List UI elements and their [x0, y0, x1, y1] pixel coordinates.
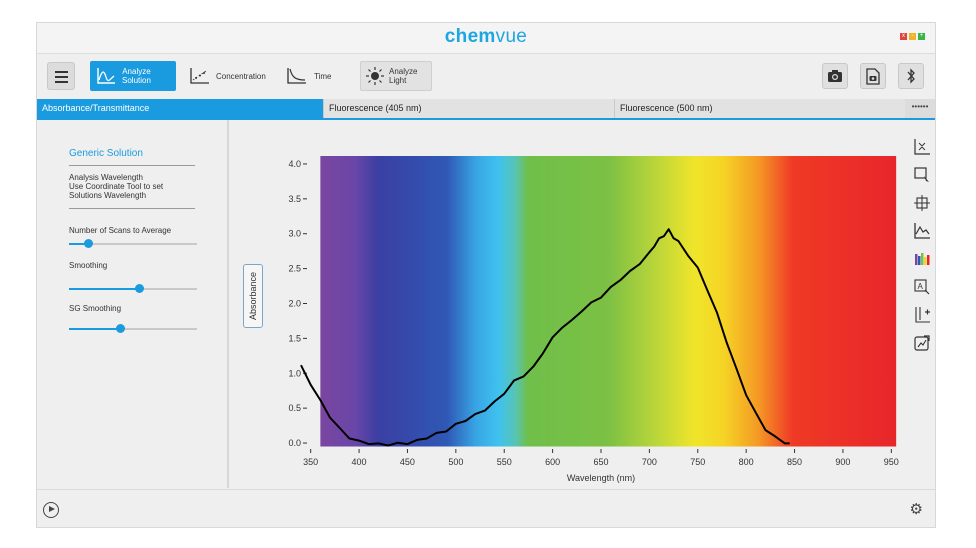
analyze-solution-mode-button[interactable]: Analyze Solution: [90, 61, 176, 91]
analyze-solution-label: Analyze Solution: [122, 67, 151, 85]
y-tick-label: 0.5: [288, 403, 301, 413]
slider-knob[interactable]: [116, 324, 126, 333]
y-tick-label: 4.0: [288, 159, 301, 169]
app-logo: chemvue: [444, 26, 528, 47]
coordinate-tool-icon[interactable]: [913, 194, 931, 212]
tab-fluorescence-500[interactable]: Fluorescence (500 nm): [620, 103, 713, 113]
tab-fluorescence-405[interactable]: Fluorescence (405 nm): [329, 103, 422, 113]
more-tabs-button[interactable]: ••••••: [905, 99, 935, 118]
spectrum-bar-icon[interactable]: [913, 250, 931, 268]
annotation-icon[interactable]: A: [913, 278, 931, 296]
svg-text:A: A: [918, 282, 924, 291]
lightbulb-icon: [366, 67, 384, 85]
smoothing-slider[interactable]: [69, 284, 197, 293]
solution-title[interactable]: Generic Solution: [69, 148, 143, 159]
smoothing-label: Smoothing: [69, 261, 108, 270]
x-tick-label: 450: [400, 457, 415, 467]
autoscale-icon[interactable]: [913, 138, 931, 156]
y-tick-label: 3.0: [288, 229, 301, 239]
y-tick-label: 1.0: [288, 368, 301, 378]
spectrum-background: [320, 156, 897, 447]
x-tick-label: 800: [739, 457, 754, 467]
title-bar: chemvue x - +: [37, 23, 935, 54]
y-axis-label-button[interactable]: Absorbance: [243, 264, 263, 328]
x-tick-label: 750: [690, 457, 705, 467]
tab-bar: Absorbance/Transmittance Fluorescence (4…: [37, 99, 935, 120]
x-tick-label: 700: [642, 457, 657, 467]
y-tick-label: 2.5: [288, 264, 301, 274]
y-tick-label: 0.0: [288, 438, 301, 448]
y-tick-label: 3.5: [288, 194, 301, 204]
document-camera-icon: [866, 67, 880, 85]
maximize-window-button[interactable]: +: [918, 33, 925, 40]
scans-label: Number of Scans to Average: [69, 226, 172, 235]
plot-area[interactable]: Absorbance: [229, 120, 905, 488]
x-tick-label: 650: [593, 457, 608, 467]
absorbance-graph-icon: [97, 68, 115, 84]
x-tick-label: 550: [497, 457, 512, 467]
x-tick-label: 900: [835, 457, 850, 467]
camera-button[interactable]: [822, 63, 848, 89]
x-tick-label: 500: [448, 457, 463, 467]
bottom-bar: ⚙: [37, 489, 935, 527]
bluetooth-icon: [907, 68, 915, 84]
x-axis-label: Wavelength (nm): [567, 473, 635, 483]
snapshot-document-button[interactable]: [860, 63, 886, 89]
y-tick-label: 2.0: [288, 298, 301, 308]
time-label: Time: [314, 71, 332, 81]
hamburger-menu-button[interactable]: [47, 62, 75, 90]
tab-absorbance-transmittance[interactable]: Absorbance/Transmittance: [37, 99, 323, 118]
hamburger-icon: [55, 71, 68, 73]
time-mode-button[interactable]: Time: [286, 61, 331, 91]
camera-icon: [828, 70, 842, 82]
scans-slider[interactable]: [69, 239, 197, 248]
close-window-button[interactable]: x: [900, 33, 907, 40]
time-graph-icon: [287, 68, 306, 84]
analysis-wavelength-text: Analysis Wavelength Use Coordinate Tool …: [69, 173, 164, 200]
concentration-label: Concentration: [216, 71, 266, 81]
x-tick-label: 600: [545, 457, 560, 467]
x-tick-label: 950: [884, 457, 899, 467]
sg-smoothing-slider[interactable]: [69, 324, 197, 333]
sg-smoothing-label: SG Smoothing: [69, 304, 122, 313]
concentration-mode-button[interactable]: Concentration: [189, 61, 266, 91]
minimize-window-button[interactable]: -: [909, 33, 916, 40]
toolbar: Analyze Solution Concentration Time: [37, 54, 935, 100]
sidebar: Generic Solution Analysis Wavelength Use…: [37, 120, 229, 488]
x-tick-label: 350: [303, 457, 318, 467]
settings-gear-icon[interactable]: ⚙: [909, 501, 923, 518]
x-tick-label: 400: [352, 457, 367, 467]
right-toolbar: A: [905, 120, 935, 488]
bluetooth-button[interactable]: [898, 63, 924, 89]
x-tick-label: 850: [787, 457, 802, 467]
window-controls: x - +: [900, 33, 925, 40]
zoom-select-icon[interactable]: [913, 166, 931, 184]
app-window: chemvue x - + Analyze Solution Concentra…: [36, 22, 936, 528]
absorbance-series-line: [300, 228, 790, 447]
analyze-light-label: Analyze Light: [389, 67, 418, 85]
export-graph-icon[interactable]: [913, 334, 931, 352]
absorbance-chart[interactable]: 0.0 0.5 1.0 1.5 2.0 2.5 3.0 3.5 4.0 350 400 450 500 5…: [229, 120, 905, 488]
add-axis-icon[interactable]: [913, 306, 931, 324]
graph-view-icon[interactable]: [913, 222, 931, 240]
y-tick-label: 1.5: [288, 333, 301, 343]
concentration-graph-icon: [190, 68, 209, 84]
slider-knob[interactable]: [135, 284, 145, 293]
analyze-light-mode-button[interactable]: Analyze Light: [360, 61, 432, 91]
slider-knob[interactable]: [84, 239, 94, 248]
start-collection-button[interactable]: [43, 502, 59, 518]
